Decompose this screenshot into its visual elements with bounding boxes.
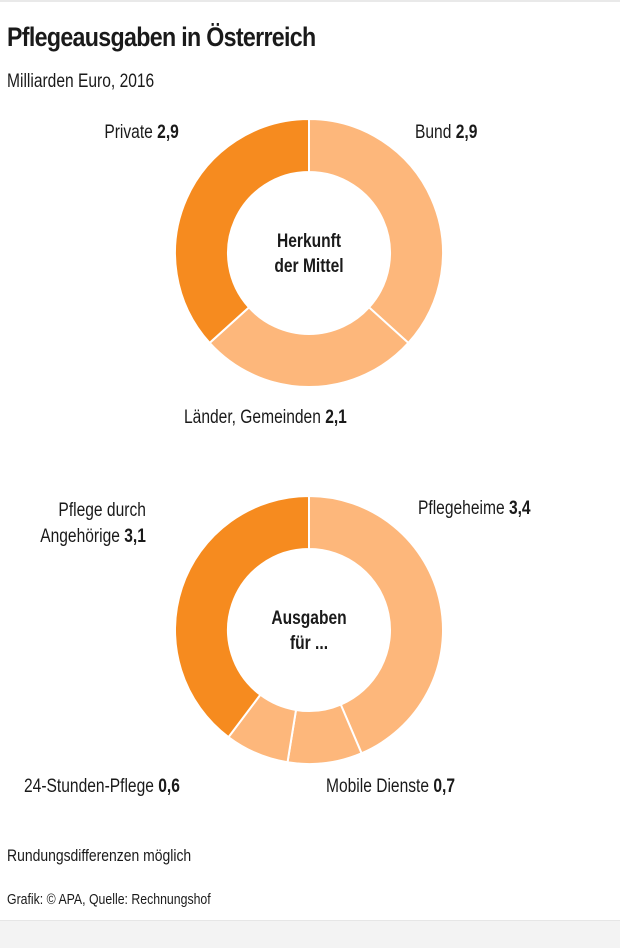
donut2-center-line1: Ausgaben: [271, 608, 347, 629]
label-laender-gemeinden: Länder, Gemeinden 2,1: [184, 407, 347, 429]
donut1-center-label: Herkunft der Mittel: [252, 229, 367, 279]
label-pflegeheime-name: Pflegeheime: [418, 498, 505, 519]
label-private-value: 2,9: [157, 122, 179, 143]
label-laender-value: 2,1: [325, 407, 347, 428]
label-mobile-dienste: Mobile Dienste 0,7: [326, 776, 455, 798]
donut1-slice-private: [174, 117, 310, 345]
rounding-note: Rundungsdifferenzen möglich: [7, 846, 192, 865]
label-private: Private 2,9: [105, 122, 179, 144]
donut2-slice-pflege-durch-angehörige: [174, 494, 310, 739]
label-angehoerige-value: 3,1: [124, 526, 146, 547]
label-private-name: Private: [104, 122, 154, 143]
donut2-slice-pflegeheime: [308, 494, 444, 755]
label-bund-name: Bund: [415, 122, 452, 143]
top-divider: [0, 0, 620, 2]
chart-title: Pflegeausgaben in Österreich: [7, 22, 316, 52]
label-24h-value: 0,6: [158, 776, 180, 797]
label-angehoerige-line2: Angehörige: [40, 526, 121, 547]
chart-subtitle: Milliarden Euro, 2016: [7, 71, 155, 92]
label-mobile-name: Mobile Dienste: [326, 776, 430, 797]
donut1-slice-bund: [308, 117, 444, 345]
label-angehoerige-line1: Pflege durch: [58, 500, 146, 521]
label-mobile-value: 0,7: [433, 776, 456, 797]
source-credit: Grafik: © APA, Quelle: Rechnungshof: [7, 891, 211, 908]
label-bund: Bund 2,9: [415, 122, 477, 144]
donut1-center-line1: Herkunft: [276, 231, 342, 252]
label-bund-value: 2,9: [455, 122, 478, 143]
label-pflege-angehoerige: Pflege durch Angehörige 3,1: [40, 498, 146, 550]
donut2-center-label: Ausgaben für ...: [252, 606, 367, 656]
label-24-stunden-pflege: 24-Stunden-Pflege 0,6: [24, 776, 180, 798]
donut1-slice-länder-gemeinden: [208, 305, 410, 388]
donut1-center-line2: der Mittel: [274, 256, 344, 277]
bottom-bar: [0, 920, 620, 948]
label-pflegeheime-value: 3,4: [508, 498, 531, 519]
label-24h-name: 24-Stunden-Pflege: [24, 776, 154, 797]
donut2-center-line2: für ...: [289, 633, 329, 654]
label-pflegeheime: Pflegeheime 3,4: [418, 498, 531, 520]
label-laender-name: Länder, Gemeinden: [184, 407, 321, 428]
